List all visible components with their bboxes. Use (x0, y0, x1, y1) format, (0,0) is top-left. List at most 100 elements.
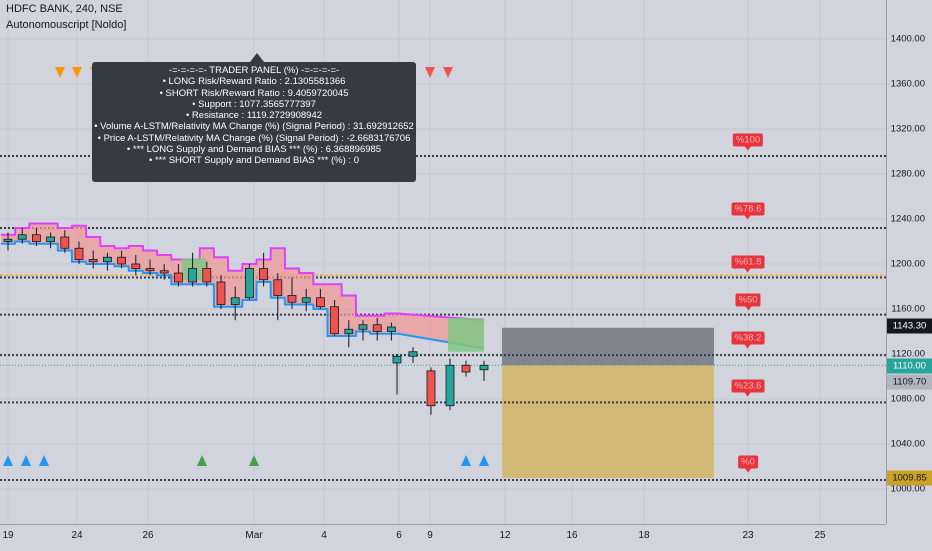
panel-line: • Volume A-LSTM/Relativity MA Change (%)… (94, 121, 414, 133)
candle-body (445, 364, 455, 407)
y-tick-label: 1400.00 (890, 33, 925, 45)
fib-level-label: %100 (732, 133, 764, 151)
x-tick-label: 12 (499, 530, 511, 541)
panel-line: • LONG Risk/Reward Ratio : 2.1305581366 (162, 76, 346, 88)
signal-down-triangle (425, 67, 435, 78)
envelope-fill-green (448, 318, 484, 352)
signal-up-triangle (249, 455, 259, 466)
candle-body (46, 236, 55, 242)
candle-body (273, 279, 283, 296)
price-tag: 1143.30 (887, 318, 932, 334)
candle-body (117, 256, 126, 265)
projection-box-grey (502, 327, 714, 366)
candle-body (301, 297, 311, 303)
signal-up-triangle (21, 455, 31, 466)
symbol-legend[interactable]: HDFC BANK, 240, NSE (6, 3, 123, 15)
candle-body (358, 324, 368, 330)
panel-pointer (250, 53, 264, 62)
candle-body (32, 234, 41, 242)
y-tick-label: 1280.00 (890, 168, 925, 180)
y-tick-label: 1320.00 (890, 123, 925, 135)
fib-level-label: %0 (738, 455, 758, 473)
projection-box-gold (502, 365, 714, 478)
candle-body (259, 268, 269, 281)
panel-line: • Price A-LSTM/Relativity MA Change (%) … (97, 132, 411, 144)
signal-down-triangle (55, 67, 65, 78)
x-tick-label: 24 (71, 530, 83, 541)
x-tick-label: 18 (638, 530, 650, 541)
price-axis[interactable]: 1400.00 1360.00 1320.00 1280.00 1240.00 1200.… (886, 0, 932, 524)
candle-body (244, 268, 254, 299)
candle-body (372, 324, 382, 332)
y-tick-label: 1120.00 (891, 348, 925, 360)
panel-line: • Support : 1077.3565777397 (192, 98, 316, 110)
signal-down-triangle (443, 67, 453, 78)
fib-level-label: %38.2 (731, 331, 765, 349)
candle-body (103, 256, 112, 263)
candle-body (216, 281, 226, 305)
fib-level-label: %23.6 (731, 379, 765, 397)
candle-body (426, 370, 436, 407)
panel-line: • Resistance : 1119.2729908942 (185, 110, 323, 122)
candle-body (330, 306, 340, 335)
price-tag: 1009.85 (887, 470, 932, 486)
candle-body (287, 295, 297, 303)
y-tick-label: 1000.00 (890, 483, 925, 495)
x-tick-label: 16 (566, 530, 578, 541)
y-tick-label: 1040.00 (890, 438, 925, 450)
panel-line: • SHORT Risk/Reward Ratio : 9.4059720045 (159, 87, 349, 99)
candle-body (386, 326, 396, 332)
signal-up-triangle (3, 455, 13, 466)
x-tick-label: 23 (742, 530, 754, 541)
candle-body (131, 263, 141, 269)
y-tick-label: 1080.00 (890, 393, 925, 405)
panel-line: • *** SHORT Supply and Demand BIAS *** (… (149, 155, 359, 167)
signal-up-triangle (461, 455, 471, 466)
candle-body (392, 355, 402, 364)
indicator-legend[interactable]: Autonomouscript [Noldo] (6, 19, 127, 31)
fib-level-label: %50 (735, 293, 761, 311)
signal-up-triangle (197, 455, 207, 466)
time-axis[interactable]: 19 24 26 Mar 4 6 9 12 16 18 23 25 (0, 524, 886, 551)
x-tick-label: 4 (321, 530, 327, 541)
envelope-lower (1, 240, 485, 350)
x-tick-label: 19 (2, 530, 14, 541)
candle-body (230, 297, 240, 305)
trader-panel: -=-=-=-=- TRADER PANEL (%) -=-=-=-=- • LO… (92, 62, 416, 182)
y-tick-label: 1200.00 (890, 258, 925, 270)
panel-line: • *** LONG Supply and Demand BIAS *** (%… (126, 144, 382, 156)
candle-body (408, 351, 418, 357)
candle-body (188, 268, 198, 283)
candle-body (3, 238, 13, 242)
candle-body (17, 234, 27, 240)
price-tag: 1110.00 (887, 358, 932, 374)
y-tick-label: 1160.00 (891, 303, 925, 315)
candle-body (60, 236, 70, 249)
x-tick-label: 6 (396, 530, 402, 541)
fib-level-label: %78.6 (731, 202, 765, 220)
candle-body (479, 364, 489, 371)
signal-up-triangle (39, 455, 49, 466)
y-tick-label: 1360.00 (890, 78, 925, 90)
y-tick-label: 1240.00 (890, 213, 925, 225)
signal-down-triangle (72, 67, 82, 78)
price-tag: 1109.70 (887, 374, 932, 390)
candle-body (315, 297, 325, 308)
candle-body (344, 328, 354, 335)
panel-line: -=-=-=-=- TRADER PANEL (%) -=-=-=-=- (168, 65, 340, 76)
x-tick-label: 26 (142, 530, 154, 541)
x-tick-label: 25 (814, 530, 826, 541)
candle-body (173, 272, 183, 283)
candle-body (74, 247, 84, 260)
x-tick-label: Mar (245, 530, 263, 541)
signal-up-triangle (479, 455, 489, 466)
candle-body (159, 270, 169, 274)
fib-level-label: %61.8 (731, 255, 765, 273)
x-tick-label: 9 (427, 530, 433, 541)
candle-body (145, 268, 155, 272)
candle-body (461, 364, 471, 373)
candle-body (202, 268, 212, 283)
envelope-upper (1, 222, 485, 322)
candle-body (88, 259, 98, 263)
